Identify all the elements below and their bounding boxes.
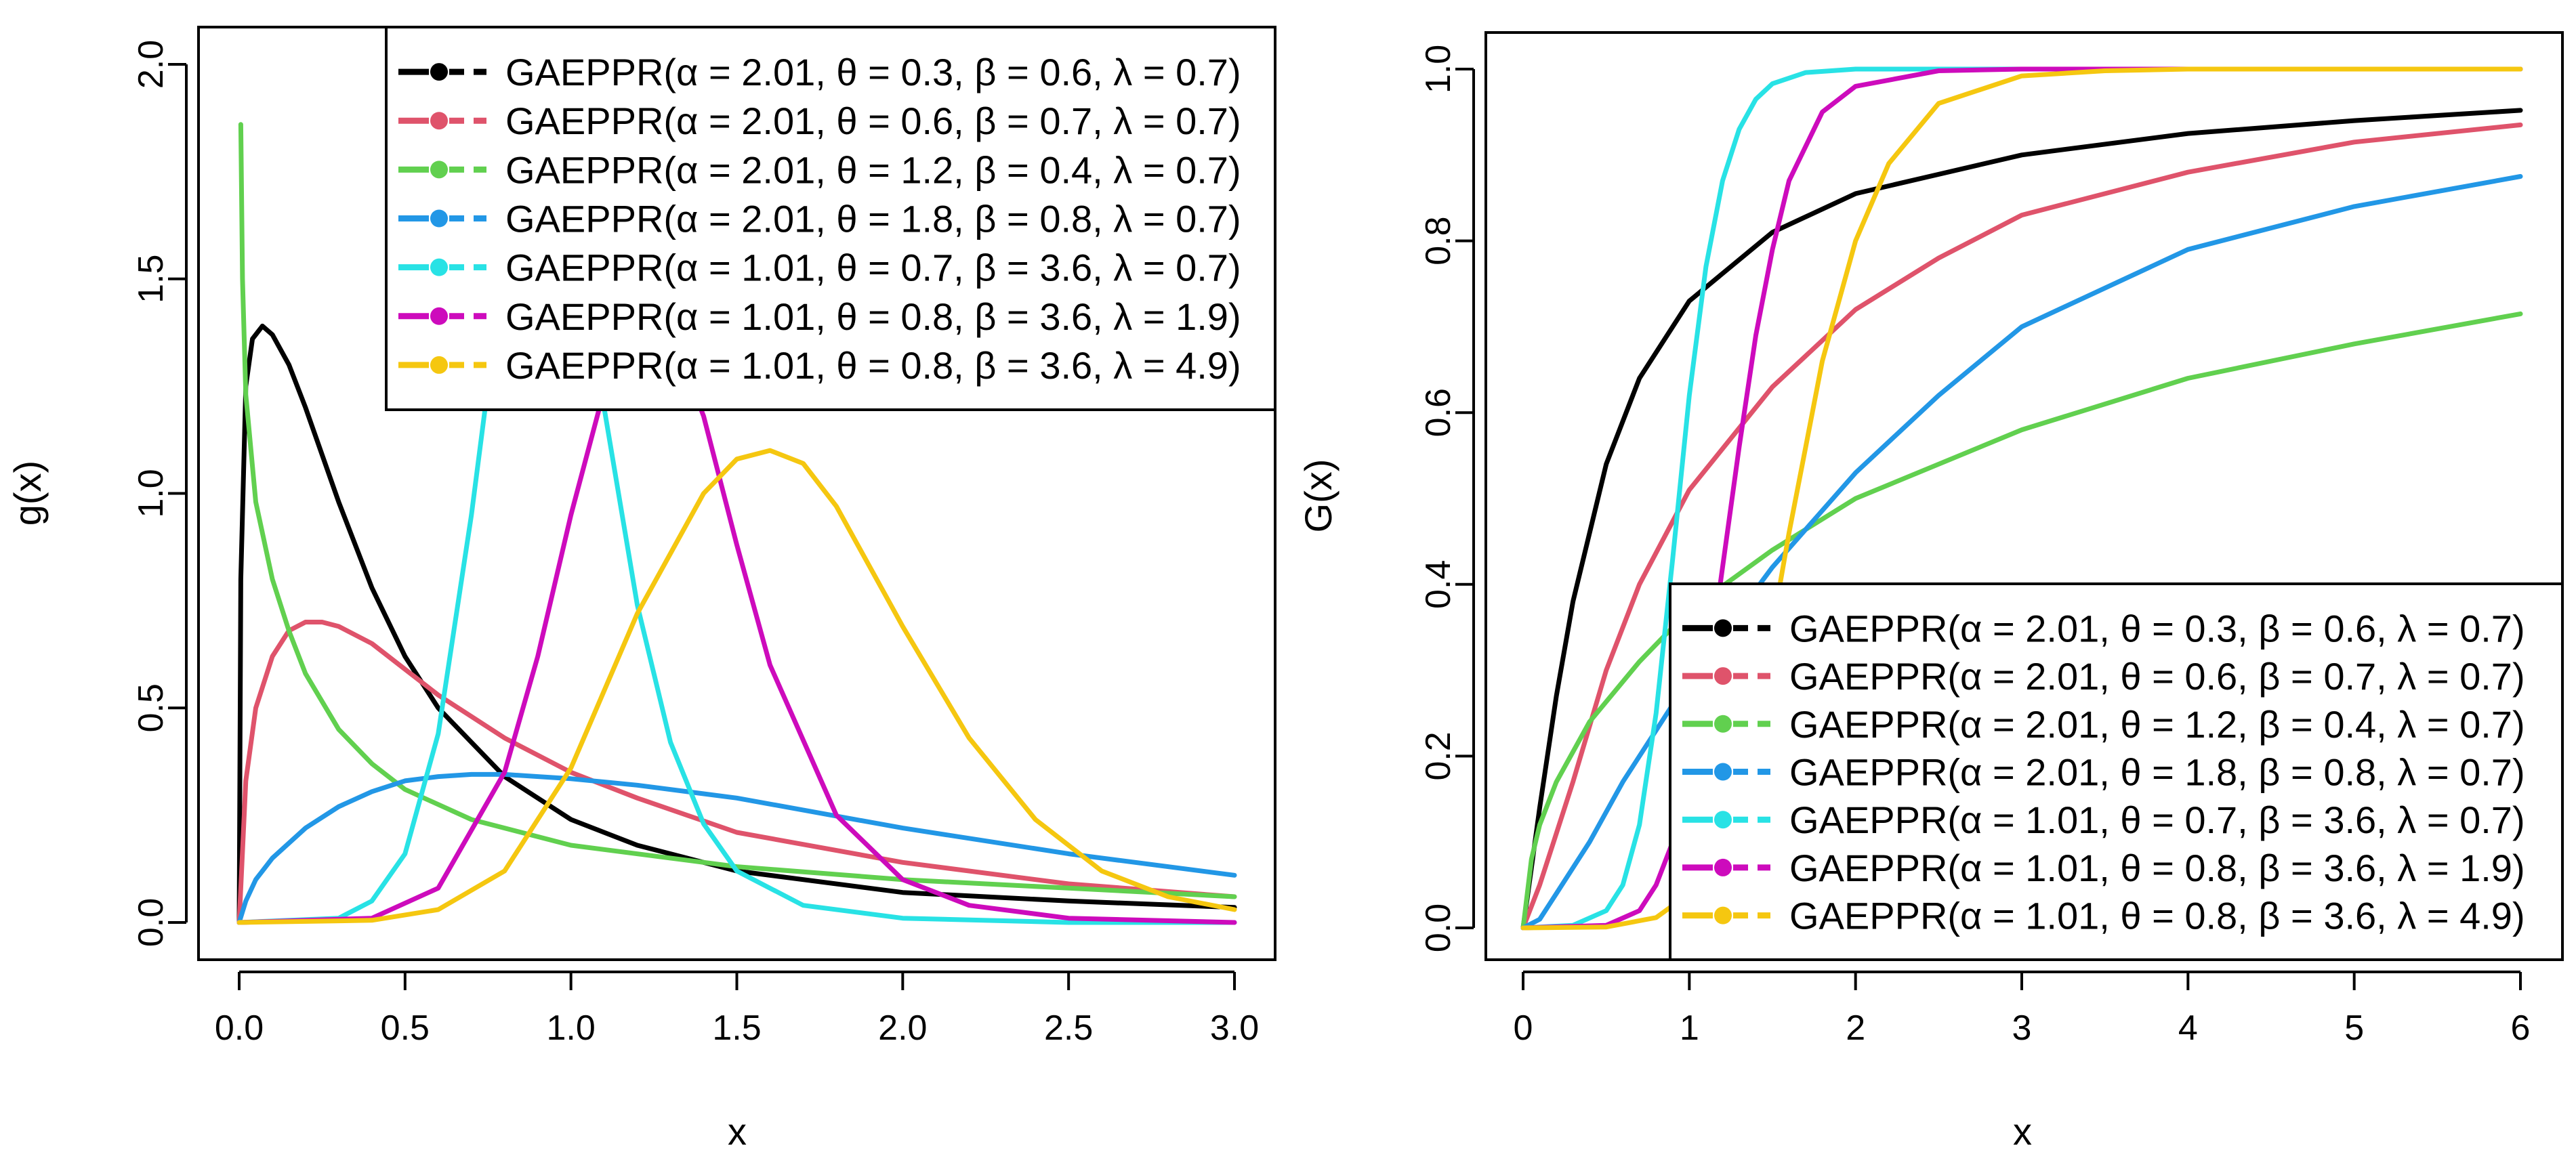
cdf-x-tick-label: 6 xyxy=(2511,1008,2531,1048)
pdf-x-tick-label: 1.5 xyxy=(712,1008,761,1048)
pdf-x-tick-label: 2.0 xyxy=(878,1008,927,1048)
pdf-x-tick-label: 0.0 xyxy=(215,1008,264,1048)
cdf-y-axis: 0.0 0.2 0.4 0.6 0.8 1.0 xyxy=(1419,45,1475,952)
pdf-legend-key-marker-3 xyxy=(430,161,448,179)
cdf-x-tick-label: 3 xyxy=(2012,1008,2032,1048)
cdf-legend-key-marker-1 xyxy=(1714,619,1732,637)
pdf-legend-key-marker-2 xyxy=(430,112,448,130)
pdf-legend-label-6: GAEPPR(α = 1.01, θ = 0.8, β = 3.6, λ = 1… xyxy=(505,295,1241,338)
pdf-x-tick-label: 2.5 xyxy=(1044,1008,1093,1048)
cdf-x-tick-label: 1 xyxy=(1680,1008,1699,1048)
pdf-y-tick-label: 1.0 xyxy=(131,469,171,517)
pdf-series-line-2 xyxy=(236,620,1237,925)
pdf-panel: 0.0 0.5 1.0 1.5 2.0 2.5 3.0 0.00.51.01.52.0 x … xyxy=(6,26,1276,1153)
cdf-legend-label-6: GAEPPR(α = 1.01, θ = 0.8, β = 3.6, λ = 1… xyxy=(1789,847,2525,889)
pdf-y-tick-label: 0.5 xyxy=(131,683,171,732)
cdf-series-line-2 xyxy=(1520,122,2523,931)
cdf-series-line-6 xyxy=(1520,66,2523,931)
cdf-y-tick-label: 0.0 xyxy=(1419,904,1458,952)
cdf-y-tick-label: 0.6 xyxy=(1419,388,1458,437)
pdf-legend-label-4: GAEPPR(α = 2.01, θ = 1.8, β = 0.8, λ = 0… xyxy=(505,198,1241,240)
pdf-y-tick-label: 2.0 xyxy=(131,40,171,89)
pdf-legend-key-marker-6 xyxy=(430,307,448,325)
pdf-x-tick-label: 0.5 xyxy=(381,1008,430,1048)
pdf-legend-label-5: GAEPPR(α = 1.01, θ = 0.7, β = 3.6, λ = 0… xyxy=(505,247,1241,289)
pdf-x-tick-label: 1.0 xyxy=(547,1008,596,1048)
pdf-legend-label-1: GAEPPR(α = 2.01, θ = 0.3, β = 0.6, λ = 0… xyxy=(505,51,1241,93)
cdf-series-line-5 xyxy=(1520,66,2523,931)
pdf-y-tick-label: 0.0 xyxy=(131,898,171,947)
cdf-legend-label-2: GAEPPR(α = 2.01, θ = 0.6, β = 0.7, λ = 0… xyxy=(1789,655,2525,698)
pdf-series-line-4 xyxy=(236,771,1237,925)
cdf-x-axis: 0 1 2 3 4 5 6 xyxy=(1514,971,2531,1048)
pdf-y-tick-label: 1.5 xyxy=(131,255,171,303)
cdf-y-axis-title: G(x) xyxy=(1297,459,1339,533)
cdf-x-tick-label: 4 xyxy=(2178,1008,2198,1048)
cdf-y-tick-label: 0.8 xyxy=(1419,216,1458,265)
cdf-series-line-1 xyxy=(1520,108,2523,931)
cdf-x-axis-title: x xyxy=(2013,1110,2032,1153)
cdf-legend-label-3: GAEPPR(α = 2.01, θ = 1.2, β = 0.4, λ = 0… xyxy=(1789,703,2525,746)
pdf-y-axis-title: g(x) xyxy=(6,461,49,526)
pdf-legend-key-marker-5 xyxy=(430,258,448,276)
cdf-panel: 0 1 2 3 4 5 6 0.0 0.2 0.4 0.6 0.8 1.0 x G(x) GAEPPR… xyxy=(1297,31,2564,1153)
cdf-legend-box xyxy=(1669,582,2564,961)
pdf-x-axis-title: x xyxy=(728,1110,747,1153)
pdf-legend-key-marker-4 xyxy=(430,209,448,228)
pdf-legend: GAEPPR(α = 2.01, θ = 0.3, β = 0.6, λ = 0… xyxy=(385,26,1276,411)
cdf-y-tick-label: 0.4 xyxy=(1419,560,1458,609)
cdf-legend-key-marker-4 xyxy=(1714,763,1732,781)
pdf-legend-key-marker-7 xyxy=(430,356,448,374)
cdf-legend-label-7: GAEPPR(α = 1.01, θ = 0.8, β = 3.6, λ = 4… xyxy=(1789,895,2525,937)
cdf-legend: GAEPPR(α = 2.01, θ = 0.3, β = 0.6, λ = 0… xyxy=(1669,582,2564,961)
pdf-legend-label-2: GAEPPR(α = 2.01, θ = 0.6, β = 0.7, λ = 0… xyxy=(505,100,1241,142)
cdf-legend-key-marker-2 xyxy=(1714,667,1732,685)
pdf-x-tick-label: 3.0 xyxy=(1210,1008,1259,1048)
cdf-legend-key-marker-6 xyxy=(1714,858,1732,876)
cdf-y-tick-label: 0.2 xyxy=(1419,731,1458,780)
cdf-legend-label-1: GAEPPR(α = 2.01, θ = 0.3, β = 0.6, λ = 0… xyxy=(1789,607,2525,650)
pdf-series-line-7 xyxy=(236,448,1237,925)
cdf-y-tick-label: 1.0 xyxy=(1419,45,1458,93)
cdf-x-tick-label: 5 xyxy=(2344,1008,2364,1048)
cdf-x-tick-label: 2 xyxy=(1846,1008,1865,1048)
pdf-series-line-3 xyxy=(238,122,1237,899)
cdf-legend-key-marker-7 xyxy=(1714,906,1732,924)
pdf-y-axis: 0.0 0.5 1.0 1.5 2.0 xyxy=(131,40,188,947)
pdf-legend-label-3: GAEPPR(α = 2.01, θ = 1.2, β = 0.4, λ = 0… xyxy=(505,148,1241,191)
cdf-legend-label-4: GAEPPR(α = 2.01, θ = 1.8, β = 0.8, λ = 0… xyxy=(1789,751,2525,794)
cdf-legend-label-5: GAEPPR(α = 1.01, θ = 0.7, β = 3.6, λ = 0… xyxy=(1789,799,2525,841)
cdf-x-tick-label: 0 xyxy=(1514,1008,1533,1048)
pdf-legend-label-7: GAEPPR(α = 1.01, θ = 0.8, β = 3.6, λ = 4… xyxy=(505,344,1241,387)
pdf-x-axis: 0.0 0.5 1.0 1.5 2.0 2.5 3.0 xyxy=(215,971,1259,1048)
pdf-legend-box xyxy=(385,26,1276,411)
cdf-legend-key-marker-5 xyxy=(1714,811,1732,829)
pdf-legend-key-marker-1 xyxy=(430,63,448,81)
cdf-legend-key-marker-3 xyxy=(1714,715,1732,733)
